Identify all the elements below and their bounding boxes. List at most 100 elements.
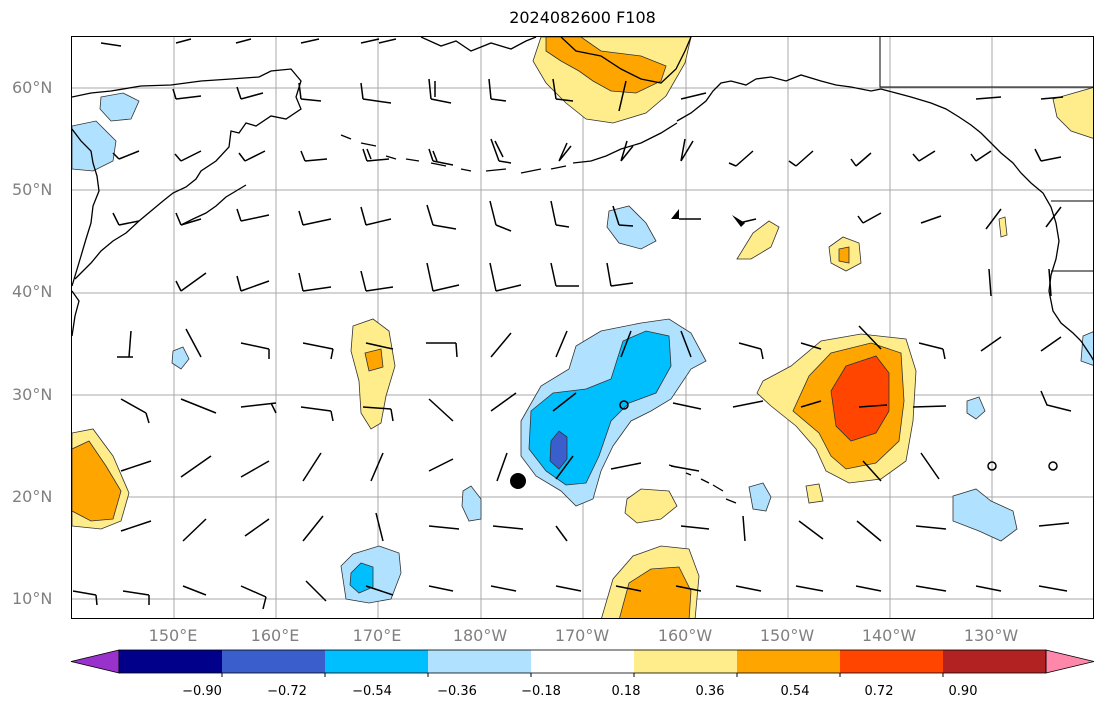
coastline-kamchatka bbox=[72, 68, 302, 280]
wind-barb bbox=[552, 78, 574, 102]
wind-barb bbox=[236, 208, 270, 222]
wind-barb bbox=[489, 200, 512, 232]
wind-flags bbox=[671, 209, 745, 227]
wind-barb bbox=[360, 38, 380, 44]
calm-circle bbox=[1048, 461, 1058, 471]
wind-barb bbox=[735, 585, 762, 592]
wind-barb bbox=[918, 342, 946, 360]
wind-barb bbox=[298, 272, 332, 292]
positive-anomaly-150w-a bbox=[736, 220, 780, 260]
wind-barb bbox=[855, 585, 882, 592]
wind-barb bbox=[920, 215, 942, 224]
colorbar-segment bbox=[840, 650, 944, 673]
wind-barb bbox=[426, 342, 458, 358]
wind-barb bbox=[615, 585, 642, 592]
wind-barb bbox=[728, 150, 754, 167]
wind-barb bbox=[620, 330, 632, 358]
wind-barb bbox=[732, 400, 764, 408]
wind-barb bbox=[238, 150, 266, 162]
wind-barb bbox=[302, 452, 322, 482]
wind-barb bbox=[490, 585, 517, 592]
wind-barb bbox=[620, 140, 634, 162]
coastline-asia-west bbox=[72, 128, 100, 287]
wind-barb bbox=[298, 210, 332, 226]
wind-barb bbox=[552, 392, 577, 412]
colorbar-tick-label: 0.18 bbox=[611, 684, 641, 699]
wind-barb bbox=[858, 404, 888, 408]
wind-barb bbox=[1034, 148, 1062, 162]
wind-barb bbox=[975, 585, 1002, 592]
negative-anomaly-west bbox=[171, 346, 190, 370]
calm-circle bbox=[619, 400, 629, 410]
border-us-canada bbox=[1051, 200, 1093, 272]
coastline-japan bbox=[72, 290, 80, 337]
lat-label-40n: 40°N bbox=[12, 282, 53, 301]
wind-barb bbox=[180, 455, 212, 478]
lat-label-10n: 10°N bbox=[12, 589, 53, 608]
wind-barb bbox=[428, 458, 454, 472]
wind-barb bbox=[912, 405, 947, 408]
lon-label-140w: 140°W bbox=[861, 626, 917, 645]
wind-barb bbox=[112, 150, 140, 160]
wind-barb bbox=[672, 402, 702, 410]
negative-anomaly-central-core bbox=[549, 430, 568, 470]
wind-barb bbox=[912, 150, 936, 162]
negative-anomaly-alaska-w bbox=[99, 92, 140, 122]
wind-barb bbox=[606, 262, 634, 287]
negative-anomaly-east bbox=[952, 488, 1018, 542]
negative-anomaly-north bbox=[606, 205, 657, 250]
colorbar-ticks bbox=[221, 673, 944, 677]
wind-barb bbox=[428, 78, 452, 104]
wind-barb bbox=[492, 525, 524, 530]
lon-label-150w: 150°W bbox=[759, 626, 815, 645]
lon-label-170e: 170°E bbox=[352, 626, 402, 645]
wind-barb bbox=[1040, 390, 1072, 412]
wind-barb bbox=[800, 342, 822, 350]
colorbar-segment bbox=[943, 650, 1047, 673]
wind-barb bbox=[680, 525, 710, 530]
wind-barb bbox=[185, 328, 202, 358]
wind-barb bbox=[244, 518, 270, 537]
wind-barb bbox=[426, 262, 460, 292]
colorbar-segment bbox=[531, 650, 635, 673]
border-canada bbox=[879, 37, 1093, 88]
negative-anomaly-kamchatka bbox=[72, 120, 117, 172]
coastline-alaska-interior bbox=[560, 37, 692, 84]
wind-barb bbox=[175, 212, 202, 226]
wind-barb bbox=[555, 330, 568, 358]
wind-barb bbox=[610, 462, 642, 470]
wind-barb bbox=[738, 342, 764, 360]
lon-label-160e: 160°E bbox=[250, 626, 300, 645]
lat-label-50n: 50°N bbox=[12, 180, 53, 199]
wind-barb bbox=[360, 270, 394, 292]
wind-barb bbox=[175, 38, 192, 44]
wind-barb bbox=[300, 38, 320, 44]
positive-anomaly-east-coast bbox=[1052, 87, 1093, 139]
wind-barb bbox=[240, 342, 270, 359]
negative-anomaly-east-coast bbox=[1080, 331, 1093, 366]
wind-barb bbox=[858, 325, 882, 350]
positive-anomaly-170e bbox=[350, 318, 396, 430]
wind-barb bbox=[428, 525, 460, 530]
colorbar-segment bbox=[428, 650, 532, 673]
lat-label-20n: 20°N bbox=[12, 487, 53, 506]
colorbar-segment bbox=[222, 650, 326, 673]
wind-barb bbox=[490, 138, 512, 164]
wind-barb bbox=[800, 400, 822, 408]
colorbar-tick-label: 0.54 bbox=[780, 684, 810, 699]
wind-barb bbox=[428, 148, 454, 166]
wind-barb bbox=[980, 336, 1002, 352]
wind-barb bbox=[378, 38, 397, 44]
wind-barb bbox=[970, 150, 992, 162]
positive-anomaly-west-edge-core bbox=[72, 440, 122, 522]
wind-barb bbox=[72, 590, 98, 606]
colorbar-tick-label: −0.36 bbox=[437, 684, 477, 699]
wind-barb bbox=[798, 520, 824, 540]
wind-barb bbox=[180, 398, 217, 414]
wind-barb bbox=[975, 96, 1002, 100]
wind-barb bbox=[1048, 268, 1052, 297]
wind-barb bbox=[300, 150, 328, 162]
lon-label-170w: 170°W bbox=[554, 626, 610, 645]
wind-barb bbox=[915, 525, 947, 530]
wind-barb bbox=[1045, 206, 1062, 228]
